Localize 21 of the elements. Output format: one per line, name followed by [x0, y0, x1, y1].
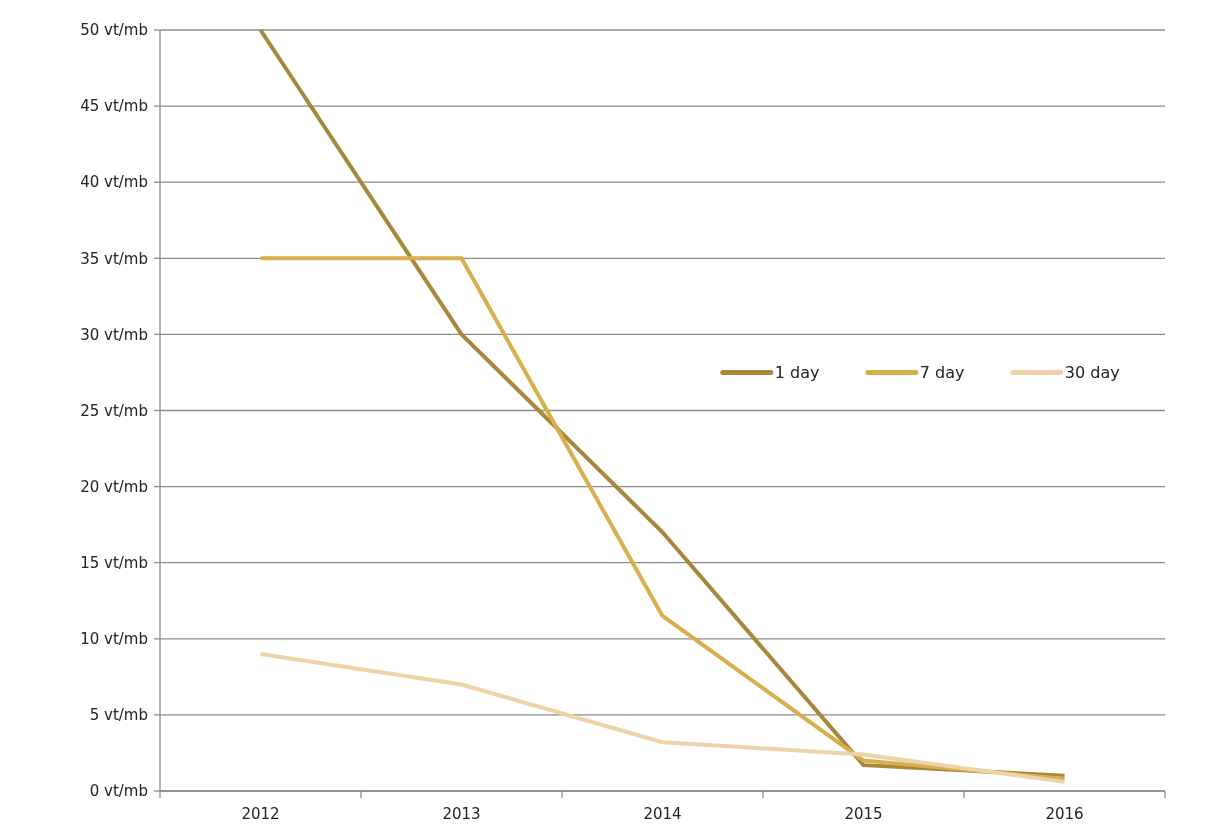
y-tick-label: 0 vt/mb	[89, 782, 148, 801]
y-tick-label: 40 vt/mb	[80, 173, 148, 192]
x-tick-label: 2015	[844, 805, 883, 823]
x-tick-label: 2013	[442, 805, 481, 823]
line-series	[258, 256, 1067, 781]
legend-label: 30 day	[1064, 363, 1120, 383]
y-tick-label: 5 vt/mb	[89, 706, 148, 725]
x-tick-label: 2014	[643, 805, 682, 823]
y-tick-label: 15 vt/mb	[80, 553, 148, 572]
legend-label: 1 day	[774, 363, 820, 383]
legend-label: 7 day	[919, 363, 965, 383]
y-tick-label: 30 vt/mb	[80, 325, 148, 344]
y-tick-label: 50 vt/mb	[80, 21, 148, 40]
y-tick-label: 20 vt/mb	[80, 477, 148, 496]
y-tick-label: 25 vt/mb	[80, 401, 148, 420]
y-tick-label: 45 vt/mb	[80, 97, 148, 116]
line-series	[258, 652, 1067, 784]
y-tick-label: 10 vt/mb	[80, 630, 148, 649]
y-tick-label: 35 vt/mb	[80, 249, 148, 268]
x-tick-label: 2016	[1045, 805, 1084, 823]
x-tick-label: 2012	[241, 805, 280, 823]
